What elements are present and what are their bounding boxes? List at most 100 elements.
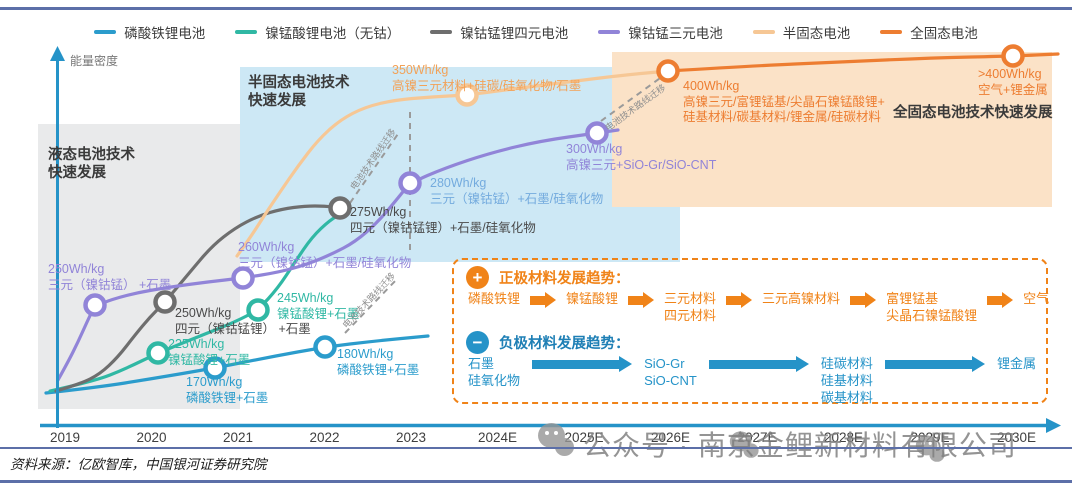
series-marker xyxy=(656,59,680,83)
minus-icon: − xyxy=(466,330,489,354)
series-line-4 xyxy=(235,69,670,258)
legend-item-1: 镍锰酸锂电池（无钴） xyxy=(235,22,400,42)
legend-item-5: 全固态电池 xyxy=(880,22,978,42)
arrow-right-icon xyxy=(987,292,1014,308)
mid-rule xyxy=(0,447,1072,449)
x-tick-2026E: 2026E xyxy=(650,430,691,445)
arrow-right-icon xyxy=(532,355,633,372)
wechat-icon xyxy=(729,431,760,458)
positive-trend-flow: 磷酸铁锂 镍锰酸锂 三元材料 四元材料 三元高镍材料 富锂锰基 尖晶石镍锰酸锂 空气 xyxy=(468,291,1049,325)
trend-item: 磷酸铁锂 xyxy=(468,291,521,306)
series-marker xyxy=(455,83,479,107)
arrow-right-icon xyxy=(850,292,877,308)
trend-item: 硅碳材料 硅基材料 碳基材料 xyxy=(820,355,873,405)
source-note: 资料来源：亿欧智库，中国银河证券研究院 xyxy=(10,457,267,472)
legend-swatch xyxy=(235,30,258,34)
point-label: 300Wh/kg 高镍三元+SiO-Gr/SiO-CNT xyxy=(566,142,717,172)
point-label: 400Wh/kg 高镍三元/富锂锰基/尖晶石镍锰酸锂+ 硅基材料/碳基材料/锂金属/… xyxy=(683,79,885,125)
legend-item-3: 镍钴锰三元电池 xyxy=(598,22,723,42)
legend-swatch xyxy=(752,30,775,34)
legend-label: 镍钴锰锂四元电池 xyxy=(460,26,569,41)
legend-label: 镍钴锰三元电池 xyxy=(628,26,723,41)
y-axis-arrow xyxy=(50,46,65,61)
negative-trend-flow: 石墨 硅氧化物 SiO-Gr SiO-CNT 硅碳材料 硅基材料 碳基材料 锂金属 xyxy=(468,355,1036,407)
series-marker xyxy=(231,266,255,290)
point-label: 275Wh/kg 四元（镍钴锰锂）+石墨/硅氧化物 xyxy=(350,205,536,235)
arrow-right-icon xyxy=(708,355,809,372)
positive-trend-title: 正极材料发展趋势： xyxy=(499,271,630,287)
series-line-0 xyxy=(44,334,430,395)
point-label: 225Wh/kg 镍锰酸锂+石墨 xyxy=(168,337,251,367)
arrow-right-icon xyxy=(884,355,986,372)
series-marker xyxy=(398,171,422,195)
x-axis-arrow xyxy=(1046,418,1061,433)
point-label: 260Wh/kg 三元（镍钴锰）+石墨/硅氧化物 xyxy=(238,240,412,270)
x-tick-2024E: 2024E xyxy=(477,430,518,445)
legend-swatch xyxy=(94,30,117,34)
trend-item: SiO-Gr SiO-CNT xyxy=(644,355,697,388)
positive-trend-header: + 正极材料发展趋势： xyxy=(466,266,1036,289)
series-marker xyxy=(313,335,337,359)
legend-label: 全固态电池 xyxy=(910,26,978,41)
trend-item: 三元高镍材料 xyxy=(762,291,841,306)
x-tick-2021: 2021 xyxy=(222,430,254,445)
point-label: 液态电池技术 快速发展 xyxy=(48,147,135,182)
point-label: >400Wh/kg 空气+锂金属 xyxy=(978,67,1048,97)
trend-item: 镍锰酸锂 xyxy=(566,291,619,306)
migration-dashed-line xyxy=(349,130,401,204)
x-tick-2020: 2020 xyxy=(136,430,167,445)
wechat-icon xyxy=(538,423,576,457)
x-tick-2025E: 2025E xyxy=(564,430,604,445)
plus-icon: + xyxy=(466,266,489,289)
trend-item: 富锂锰基 尖晶石镍锰酸锂 xyxy=(886,291,978,323)
point-label: 180Wh/kg 磷酸铁锂+石墨 xyxy=(337,347,420,377)
legend-label: 半固态电池 xyxy=(782,26,851,41)
negative-trend-header: − 负极材料发展趋势： xyxy=(466,330,1036,354)
x-tick-2030E: 2030E xyxy=(996,430,1037,445)
wechat-icon xyxy=(915,435,946,462)
legend-swatch xyxy=(430,30,453,34)
series-marker xyxy=(246,298,270,322)
trend-item: 空气 xyxy=(1023,291,1050,306)
point-label: 245Wh/kg 镍锰酸锂+石墨 xyxy=(277,291,360,321)
material-trend-box: + 正极材料发展趋势： 磷酸铁锂 镍锰酸锂 三元材料 四元材料 三元高镍材料 富锂锰基 尖晶… xyxy=(452,258,1049,407)
series-line-1 xyxy=(48,210,346,393)
legend-swatch xyxy=(598,30,621,34)
top-rule xyxy=(0,7,1072,10)
x-tick-2023: 2023 xyxy=(395,430,427,445)
trend-item: 石墨 硅氧化物 xyxy=(468,355,521,388)
bottom-rule xyxy=(0,480,1072,483)
point-label: 250Wh/kg 三元（镍钴锰） +石墨 xyxy=(48,262,172,292)
point-label: 半固态电池技术 快速发展 xyxy=(248,75,350,110)
series-marker xyxy=(203,356,227,380)
x-tick-2019: 2019 xyxy=(49,430,81,445)
legend-item-0: 磷酸铁锂电池 xyxy=(94,22,205,42)
chart-legend: 磷酸铁锂电池 镍锰酸锂电池（无钴） 镍钴锰锂四元电池 镍钴锰三元电池 半固态电池 全固态电… xyxy=(0,22,1072,42)
series-line-5 xyxy=(666,52,1060,73)
x-tick-2028E: 2028E xyxy=(823,430,864,445)
trend-item: 三元材料 四元材料 xyxy=(664,291,717,323)
arrow-right-icon xyxy=(628,292,655,308)
migration-dashed-line xyxy=(600,75,664,122)
series-marker xyxy=(153,290,177,314)
point-label: 350Wh/kg 高镍三元材料+硅碳/硅氧化物/石墨 xyxy=(392,63,582,93)
legend-label: 镍锰酸锂电池（无钴） xyxy=(265,26,401,41)
legend-label: 磷酸铁锂电池 xyxy=(124,26,206,41)
arrow-right-icon xyxy=(530,292,557,308)
point-label: 250Wh/kg 四元（镍钴锰锂） +石墨 xyxy=(175,306,311,336)
watermark-text: 公众号 · 南京金鲤新材料有限公司 xyxy=(583,430,1017,461)
point-label: 全固态电池技术快速发展 xyxy=(893,105,1053,121)
series-line-2 xyxy=(54,204,342,393)
point-label: 170Wh/kg 磷酸铁锂+石墨 xyxy=(186,375,269,405)
series-marker xyxy=(328,196,352,220)
all-solid-region xyxy=(612,52,1052,207)
trend-item: 锂金属 xyxy=(996,355,1036,371)
series-marker xyxy=(585,121,609,145)
series-marker xyxy=(1001,44,1025,68)
migration-dashed-line xyxy=(344,277,399,334)
x-tick-2022: 2022 xyxy=(309,430,340,445)
negative-trend-title: 负极材料发展趋势： xyxy=(499,335,630,352)
point-label: 280Wh/kg 三元（镍钴锰）+石墨/硅氧化物 xyxy=(430,176,604,206)
